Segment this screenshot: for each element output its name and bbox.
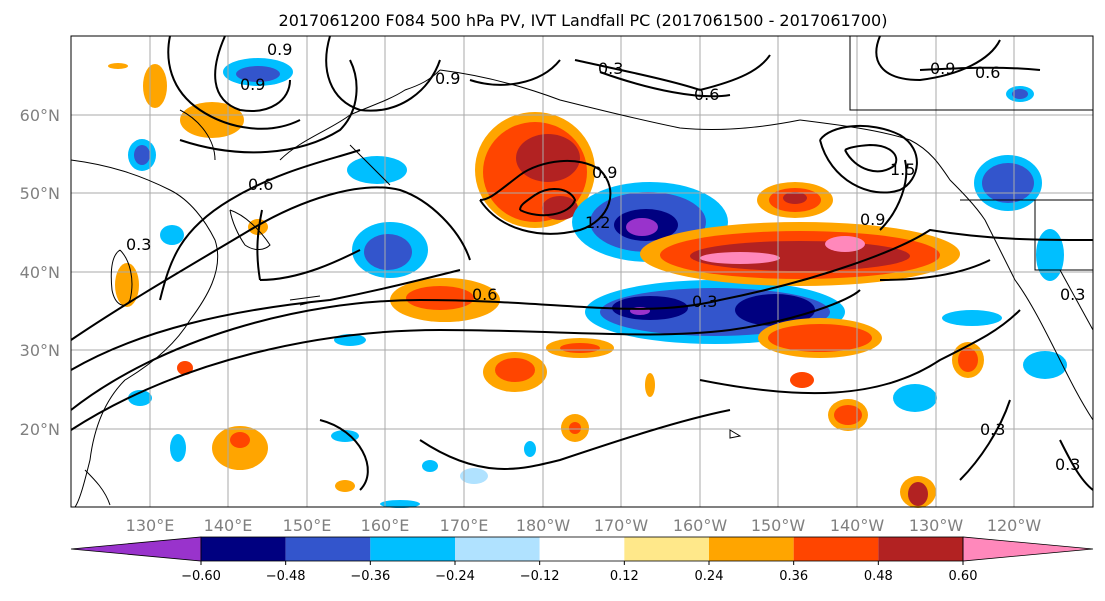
colorbar-tick-label: 0.48 xyxy=(864,569,893,584)
latitude-labels: 60°N 50°N 40°N 30°N 20°N xyxy=(20,106,60,439)
contour-label: 0.3 xyxy=(1060,285,1085,304)
colorbar-border xyxy=(200,536,964,562)
contour-label: 0.6 xyxy=(975,63,1000,82)
lat-label: 60°N xyxy=(20,106,60,125)
contour-label: 0.3 xyxy=(980,420,1005,439)
contour-label: 0.9 xyxy=(592,163,617,182)
colorbar-tick-label: −0.48 xyxy=(266,569,306,584)
colorbar-tick-label: −0.36 xyxy=(350,569,390,584)
lon-label: 140°W xyxy=(830,516,885,535)
lat-label: 30°N xyxy=(20,341,60,360)
lon-label: 140°E xyxy=(204,516,253,535)
contour-label: 0.9 xyxy=(435,69,460,88)
colorbar-tick-label: 0.36 xyxy=(779,569,808,584)
map-panel: 0.9 0.9 0.9 0.3 0.6 0.9 0.6 0.6 0.3 0.9 … xyxy=(70,35,1094,508)
colorbar-segment xyxy=(624,537,709,561)
contour-labels: 0.9 0.9 0.9 0.3 0.6 0.9 0.6 0.6 0.3 0.9 … xyxy=(126,40,1085,474)
map-border xyxy=(70,35,1094,508)
colorbar-segment xyxy=(455,537,540,561)
contour-label: 0.3 xyxy=(126,235,151,254)
colorbar-segment xyxy=(370,537,455,561)
lat-label: 50°N xyxy=(20,184,60,203)
colorbar-tick-label: 0.24 xyxy=(695,569,724,584)
colorbar-segment xyxy=(539,537,625,561)
contour-label: 0.3 xyxy=(692,292,717,311)
colorbar-tick-label: −0.24 xyxy=(435,569,475,584)
contour-label: 0.9 xyxy=(240,75,265,94)
contour-label: 0.6 xyxy=(248,175,273,194)
colorbar-segment xyxy=(285,537,371,561)
contour-label: 1.2 xyxy=(585,213,610,232)
contour-label: 0.6 xyxy=(472,285,497,304)
contour-label: 0.6 xyxy=(694,85,719,104)
pv-contours xyxy=(70,35,1094,491)
contour-label: 0.9 xyxy=(930,59,955,78)
colorbar-tick-label: 0.12 xyxy=(610,569,639,584)
lon-label: 130°W xyxy=(909,516,964,535)
colorbar-segment xyxy=(201,537,286,561)
lon-label: 170°W xyxy=(594,516,649,535)
contour-label: 0.9 xyxy=(267,40,292,59)
lon-label: 120°W xyxy=(987,516,1042,535)
map-title: 2017061200 F084 500 hPa PV, IVT Landfall… xyxy=(279,11,888,30)
colorbar-tick-label: −0.60 xyxy=(181,569,221,584)
colorbar: −0.60 −0.48 −0.36 −0.24 −0.12 0.12 0.24 0.36 0.4… xyxy=(70,536,1094,584)
lon-label: 150°W xyxy=(751,516,806,535)
colorbar-extend-left xyxy=(70,536,202,562)
colorbar-segment xyxy=(878,537,963,561)
lat-label: 20°N xyxy=(20,420,60,439)
contour-label: 0.9 xyxy=(860,210,885,229)
colorbar-tick-label: −0.12 xyxy=(520,569,560,584)
colorbar-segment xyxy=(793,537,879,561)
lon-label: 150°E xyxy=(283,516,332,535)
lon-label: 160°W xyxy=(673,516,728,535)
lon-label: 130°E xyxy=(126,516,175,535)
lon-label: 160°E xyxy=(361,516,410,535)
colorbar-segment xyxy=(709,537,794,561)
shaded-anomaly-field xyxy=(108,58,1067,508)
longitude-labels: 130°E 140°E 150°E 160°E 170°E 180°W 170°… xyxy=(126,516,1042,535)
contour-label: 0.3 xyxy=(598,59,623,78)
lat-label: 40°N xyxy=(20,263,60,282)
colorbar-extend-right xyxy=(962,536,1094,562)
contour-label: 1.5 xyxy=(890,160,915,179)
lon-label: 170°E xyxy=(440,516,489,535)
colorbar-tick-label: 0.60 xyxy=(949,569,978,584)
gridlines xyxy=(71,36,1093,507)
lon-label: 180°W xyxy=(516,516,571,535)
contour-label: 0.3 xyxy=(1055,455,1080,474)
